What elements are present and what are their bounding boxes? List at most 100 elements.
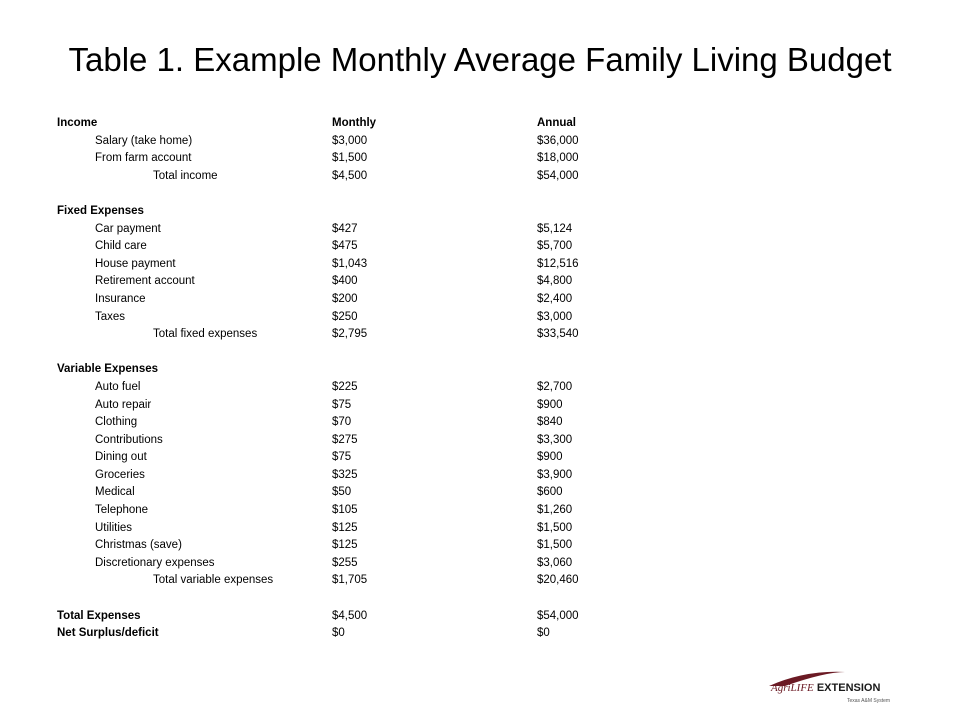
row-annual: $0 [537,627,550,640]
row-monthly: $325 [332,468,358,481]
row-monthly: $50 [332,486,352,499]
table-row: From farm account $1,500 $18,000 [57,150,677,168]
slide-title: Table 1. Example Monthly Average Family … [68,41,892,78]
row-label: Medical [95,486,135,499]
row-annual: $3,300 [537,433,573,446]
row-annual: $840 [537,416,563,429]
row-annual: $1,260 [537,504,573,517]
annual-column-header: Annual [537,117,576,129]
spacer-row [57,185,677,203]
logo-extension-text: EXTENSION [816,682,881,694]
table-row: Salary (take home) $3,000 $36,000 [57,133,677,151]
table-row: Utilities $125 $1,500 [57,520,677,538]
row-label: Car payment [95,222,161,235]
row-annual: $3,060 [537,556,573,569]
row-annual: $3,900 [537,468,573,481]
row-label: Net Surplus/deficit [57,627,159,640]
table-row: Dining out $75 $900 [57,449,677,467]
table-row: Auto fuel $225 $2,700 [57,379,677,397]
row-label: Retirement account [95,275,195,288]
row-monthly: $275 [332,433,358,446]
row-monthly: $105 [332,504,358,517]
row-annual: $54,000 [537,169,579,182]
row-annual: $2,700 [537,380,573,393]
table-row: House payment $1,043 $12,516 [57,256,677,274]
fixed-expenses-heading: Fixed Expenses [57,204,144,217]
row-label: Telephone [95,504,149,517]
table-row: Contributions $275 $3,300 [57,432,677,450]
table-row: Child care $475 $5,700 [57,238,677,256]
row-monthly: $70 [332,416,352,429]
income-heading: Income [57,117,98,129]
variable-expenses-heading: Variable Expenses [57,363,159,376]
row-label: Contributions [95,433,163,446]
row-monthly: $475 [332,240,358,253]
row-label: Christmas (save) [95,539,182,552]
row-label: Taxes [95,310,126,323]
row-label: Auto repair [95,398,152,411]
total-expenses-row: Total Expenses $4,500 $54,000 [57,608,677,626]
row-label: Utilities [95,521,133,534]
table-row: Medical $50 $600 [57,484,677,502]
logo-swoosh-icon [769,671,845,686]
row-monthly: $1,705 [332,574,368,587]
row-annual: $5,700 [537,240,573,253]
fixed-expenses-heading-row: Fixed Expenses [57,203,677,221]
logo-text: AgriLIFE EXTENSION [771,682,880,694]
row-label: From farm account [95,152,192,165]
row-annual: $900 [537,398,563,411]
table-row: Clothing $70 $840 [57,414,677,432]
logo-agri-text: AgriLIFE [771,682,814,694]
row-label: Total variable expenses [153,574,274,587]
fixed-total-row: Total fixed expenses $2,795 $33,540 [57,326,677,344]
table-row: Insurance $200 $2,400 [57,291,677,309]
row-monthly: $2,795 [332,328,368,341]
row-annual: $12,516 [537,257,579,270]
row-label: Dining out [95,451,147,464]
row-monthly: $225 [332,380,358,393]
table-row: Retirement account $400 $4,800 [57,273,677,291]
row-annual: $20,460 [537,574,579,587]
row-monthly: $125 [332,539,358,552]
row-annual: $1,500 [537,539,573,552]
row-annual: $2,400 [537,292,573,305]
row-annual: $54,000 [537,609,579,622]
row-monthly: $1,500 [332,152,368,165]
variable-expenses-heading-row: Variable Expenses [57,361,677,379]
row-annual: $1,500 [537,521,573,534]
row-monthly: $1,043 [332,257,368,270]
row-label: Auto fuel [95,380,141,393]
row-annual: $3,000 [537,310,573,323]
net-surplus-row: Net Surplus/deficit $0 $0 [57,625,677,643]
table-header-row: Income Monthly Annual [57,115,677,133]
row-monthly: $4,500 [332,609,368,622]
row-label: Total Expenses [57,609,141,622]
row-monthly: $75 [332,451,352,464]
row-label: Total fixed expenses [153,328,258,341]
row-annual: $33,540 [537,328,579,341]
row-annual: $4,800 [537,275,573,288]
row-annual: $600 [537,486,563,499]
table-row: Telephone $105 $1,260 [57,502,677,520]
row-monthly: $0 [332,627,345,640]
row-monthly: $3,000 [332,134,368,147]
spacer-row [57,344,677,362]
row-label: Clothing [95,416,138,429]
row-monthly: $200 [332,292,358,305]
row-monthly: $255 [332,556,358,569]
row-annual: $900 [537,451,563,464]
row-monthly: $427 [332,222,358,235]
table-row: Taxes $250 $3,000 [57,309,677,327]
row-monthly: $125 [332,521,358,534]
table-row: Discretionary expenses $255 $3,060 [57,555,677,573]
row-label: Insurance [95,292,146,305]
monthly-column-header: Monthly [332,117,377,129]
row-label: Child care [95,240,147,253]
spacer-row [57,590,677,608]
row-label: Total income [153,169,218,182]
row-monthly: $75 [332,398,352,411]
agrilife-extension-logo: AgriLIFE EXTENSION Texas A&M System [765,668,895,708]
table-row: Car payment $427 $5,124 [57,221,677,239]
row-monthly: $250 [332,310,358,323]
row-monthly: $4,500 [332,169,368,182]
